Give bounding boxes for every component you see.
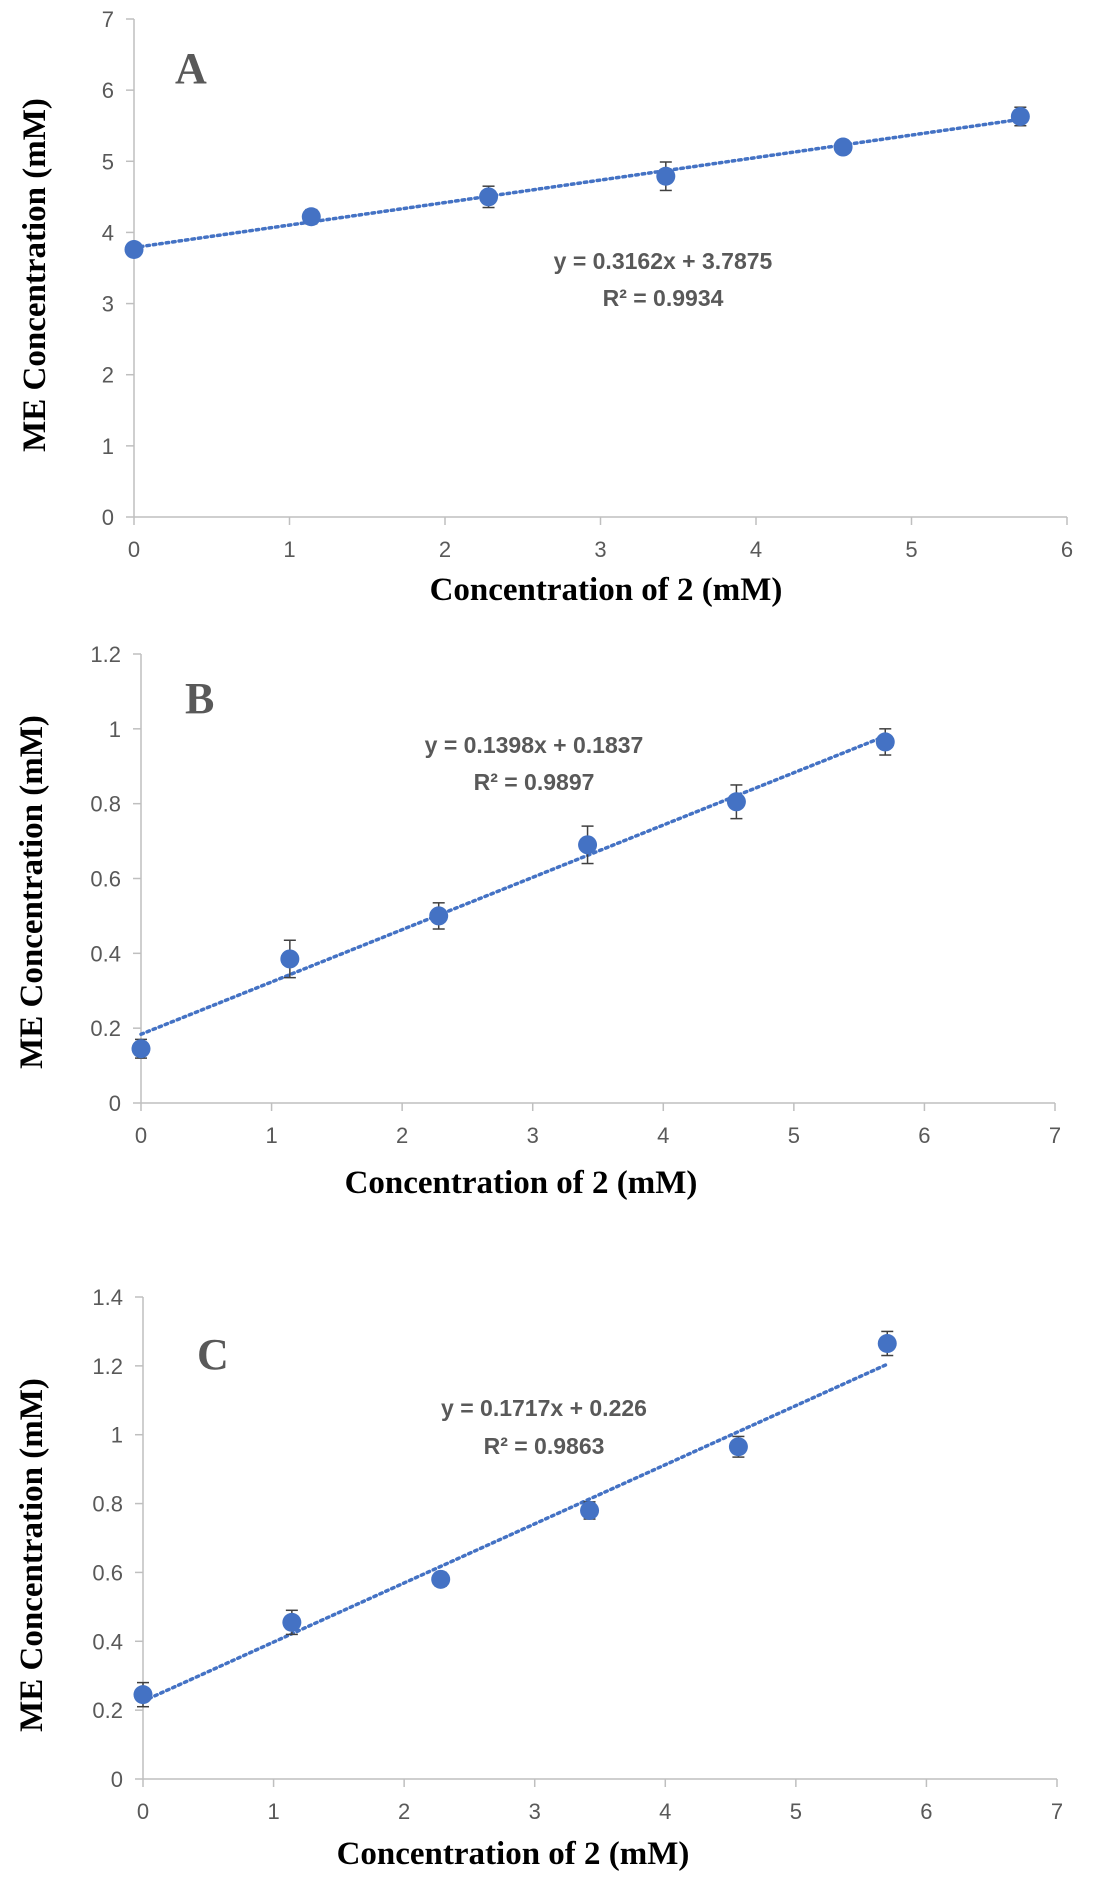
x-tick-label-a: 5 <box>905 537 917 562</box>
y-axis-label-c: ME Concentration (mM) <box>14 1378 50 1732</box>
r-squared-b: R² = 0.9897 <box>474 769 595 795</box>
data-point-b <box>280 949 300 969</box>
y-tick-label-c: 0.6 <box>92 1560 123 1585</box>
trendline-c <box>141 1362 890 1703</box>
y-tick-label-c: 0.4 <box>92 1629 123 1654</box>
y-tick-label-c: 0.8 <box>92 1492 123 1517</box>
x-tick-label-c: 2 <box>398 1799 410 1824</box>
r-squared-c: R² = 0.9863 <box>484 1433 605 1459</box>
panel-label-a: A <box>175 44 207 93</box>
x-tick-label-b: 6 <box>918 1123 930 1148</box>
data-point-b <box>875 732 895 752</box>
y-tick-label-b: 1 <box>109 717 121 742</box>
y-tick-label-b: 0.6 <box>90 867 121 892</box>
x-axis-label-a: Concentration of 2 (mM) <box>430 572 783 608</box>
x-axis-label-c: Concentration of 2 (mM) <box>337 1836 690 1872</box>
chart-b: B y = 0.1398x + 0.1837 R² = 0.9897 Conce… <box>14 642 1061 1201</box>
plot-area-a: 0 1 2 3 4 5 6 7 0 1 2 3 4 5 6 <box>102 7 1073 562</box>
x-tick-label-c: 1 <box>267 1799 279 1824</box>
data-point-a <box>1010 106 1030 126</box>
y-tick-label-a: 0 <box>102 505 114 530</box>
x-tick-label-b: 2 <box>396 1123 408 1148</box>
y-tick-label-a: 5 <box>102 149 114 174</box>
y-tick-label-b: 0.4 <box>90 941 121 966</box>
x-tick-label-b: 7 <box>1049 1123 1061 1148</box>
y-tick-label-b: 0.8 <box>90 792 121 817</box>
y-tick-label-a: 1 <box>102 434 114 459</box>
y-tick-label-a: 2 <box>102 363 114 388</box>
data-point-b <box>429 906 449 926</box>
y-tick-label-c: 1 <box>111 1423 123 1448</box>
panel-label-c: C <box>197 1330 229 1379</box>
y-tick-label-a: 3 <box>102 292 114 317</box>
equation-a: y = 0.3162x + 3.7875 <box>554 248 773 274</box>
data-point-c <box>580 1500 600 1520</box>
y-tick-label-c: 0.2 <box>92 1698 123 1723</box>
x-tick-label-c: 4 <box>659 1799 671 1824</box>
x-tick-label-c: 6 <box>920 1799 932 1824</box>
y-tick-label-c: 0 <box>111 1767 123 1792</box>
x-tick-label-c: 7 <box>1051 1799 1063 1824</box>
data-point-a <box>833 137 853 157</box>
chart-c: C y = 0.1717x + 0.226 R² = 0.9863 Concen… <box>14 1285 1063 1872</box>
x-axis-label-b: Concentration of 2 (mM) <box>345 1165 698 1201</box>
data-point-c <box>133 1685 153 1705</box>
x-tick-label-a: 6 <box>1061 537 1073 562</box>
data-point-c <box>877 1333 897 1353</box>
y-axis-label-b: ME Concentration (mM) <box>14 715 50 1069</box>
x-tick-label-c: 3 <box>529 1799 541 1824</box>
x-tick-label-b: 0 <box>135 1123 147 1148</box>
x-tick-label-c: 5 <box>790 1799 802 1824</box>
data-point-c <box>728 1437 748 1457</box>
equation-c: y = 0.1717x + 0.226 <box>441 1395 647 1421</box>
x-tick-label-a: 3 <box>594 537 606 562</box>
x-tick-label-b: 4 <box>657 1123 669 1148</box>
equation-b: y = 0.1398x + 0.1837 <box>425 732 644 758</box>
data-point-c <box>282 1612 302 1632</box>
chart-a: A y = 0.3162x + 3.7875 R² = 0.9934 Conce… <box>17 7 1073 608</box>
x-tick-label-a: 1 <box>283 537 295 562</box>
data-point-c <box>431 1569 451 1589</box>
plot-area-c: 0 0.2 0.4 0.6 0.8 1 1.2 1.4 0 1 2 3 4 5 6 7 <box>92 1285 1063 1824</box>
panel-label-b: B <box>185 674 214 723</box>
data-point-b <box>131 1039 151 1059</box>
y-axis-label-a: ME Concentration (mM) <box>17 98 53 452</box>
data-point-a <box>301 207 321 227</box>
plot-area-b: 0 0.2 0.4 0.6 0.8 1 1.2 0 1 2 3 4 5 6 7 <box>90 642 1061 1148</box>
x-tick-label-b: 1 <box>265 1123 277 1148</box>
y-tick-label-a: 4 <box>102 220 114 245</box>
y-tick-label-b: 0 <box>109 1091 121 1116</box>
data-point-b <box>726 792 746 812</box>
r-squared-a: R² = 0.9934 <box>603 285 724 311</box>
y-tick-label-c: 1.4 <box>92 1285 123 1310</box>
x-tick-label-a: 4 <box>750 537 762 562</box>
y-tick-label-b: 1.2 <box>90 642 121 667</box>
x-tick-label-a: 0 <box>128 537 140 562</box>
x-tick-label-a: 2 <box>439 537 451 562</box>
y-tick-label-c: 1.2 <box>92 1354 123 1379</box>
y-tick-label-a: 6 <box>102 78 114 103</box>
y-tick-label-a: 7 <box>102 7 114 32</box>
data-point-a <box>656 166 676 186</box>
y-tick-label-b: 0.2 <box>90 1016 121 1041</box>
trendline-b <box>139 734 888 1037</box>
data-point-a <box>479 187 499 207</box>
x-tick-label-b: 3 <box>527 1123 539 1148</box>
x-tick-label-b: 5 <box>788 1123 800 1148</box>
x-tick-label-c: 0 <box>137 1799 149 1824</box>
data-point-b <box>578 835 598 855</box>
trendline-a <box>132 117 1023 250</box>
data-point-a <box>124 240 144 260</box>
